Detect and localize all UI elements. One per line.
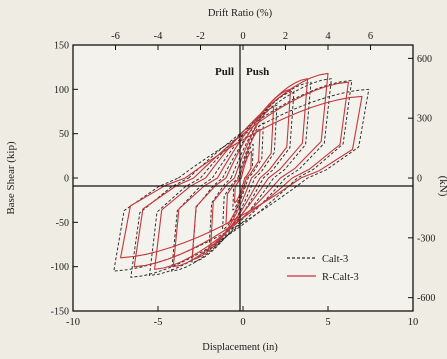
bottom-axis-tick-label: 0 xyxy=(240,317,245,328)
top-axis-tick-label: 0 xyxy=(240,31,245,42)
series-r-calt-3-loop xyxy=(210,106,275,246)
series-r-calt-3-loop xyxy=(225,128,261,225)
top-axis-tick-label: -6 xyxy=(111,31,120,42)
right-axis-tick-label: 600 xyxy=(417,54,432,65)
left-axis-tick-label: -150 xyxy=(51,307,69,318)
series-r-calt-3-loop xyxy=(233,150,253,204)
top-axis-tick-label: 4 xyxy=(325,31,331,42)
top-axis-tick-label: 6 xyxy=(368,31,373,42)
legend: Calt-3 R-Calt-3 xyxy=(287,254,359,283)
legend-calt3-label: Calt-3 xyxy=(322,254,348,265)
left-axis-tick-label: 50 xyxy=(59,129,69,140)
push-annotation: Push xyxy=(246,66,269,78)
series-calt-3-loop xyxy=(222,122,264,230)
left-axis-tick-label: 150 xyxy=(54,41,69,52)
bottom-axis-tick-label: 5 xyxy=(325,317,330,328)
series-r-calt-3-loop xyxy=(191,88,292,261)
top-axis-tick-label: -2 xyxy=(196,31,205,42)
series-r-calt-3-loop xyxy=(154,72,329,270)
series-r-calt-3-loop xyxy=(133,81,349,268)
left-axis-title: Base Shear (kip) xyxy=(5,141,17,215)
left-axis-tick-label: 0 xyxy=(64,174,69,185)
pull-annotation: Pull xyxy=(215,66,234,78)
hysteresis-curves xyxy=(113,72,370,278)
right-axis-title: (kN) xyxy=(437,176,447,197)
top-axis-tick-label: 2 xyxy=(283,31,288,42)
left-axis-tick-label: -50 xyxy=(56,218,69,229)
series-calt-3-loop xyxy=(208,104,278,250)
bottom-axis-tick-label: 10 xyxy=(408,317,419,328)
series-calt-3-loop xyxy=(130,80,353,278)
bottom-axis-title: Displacement (in) xyxy=(202,342,278,353)
right-axis-tick-label: 300 xyxy=(417,114,432,125)
top-axis-title: Drift Ratio (%) xyxy=(208,8,273,19)
bottom-axis-tick-label: -10 xyxy=(66,317,80,328)
legend-rcalt3-label: R-Calt-3 xyxy=(322,272,359,283)
series-r-calt-3-loop xyxy=(120,95,363,259)
plot-background xyxy=(73,45,413,311)
right-axis-tick-label: -300 xyxy=(417,233,435,244)
right-axis-tick-label: 0 xyxy=(417,174,422,185)
top-axis-tick-label: -4 xyxy=(154,31,163,42)
left-axis-tick-label: -100 xyxy=(51,262,69,273)
series-r-calt-3-loop xyxy=(172,78,309,268)
left-axis-tick-label: 100 xyxy=(54,85,69,96)
right-axis-tick-label: -600 xyxy=(417,293,435,304)
axis-ticks: -10 -5 0 5 10-6 -4 -2 0 2 4 6-150-100-50050100150-… xyxy=(51,31,436,328)
bottom-axis-tick-label: -5 xyxy=(154,317,163,328)
